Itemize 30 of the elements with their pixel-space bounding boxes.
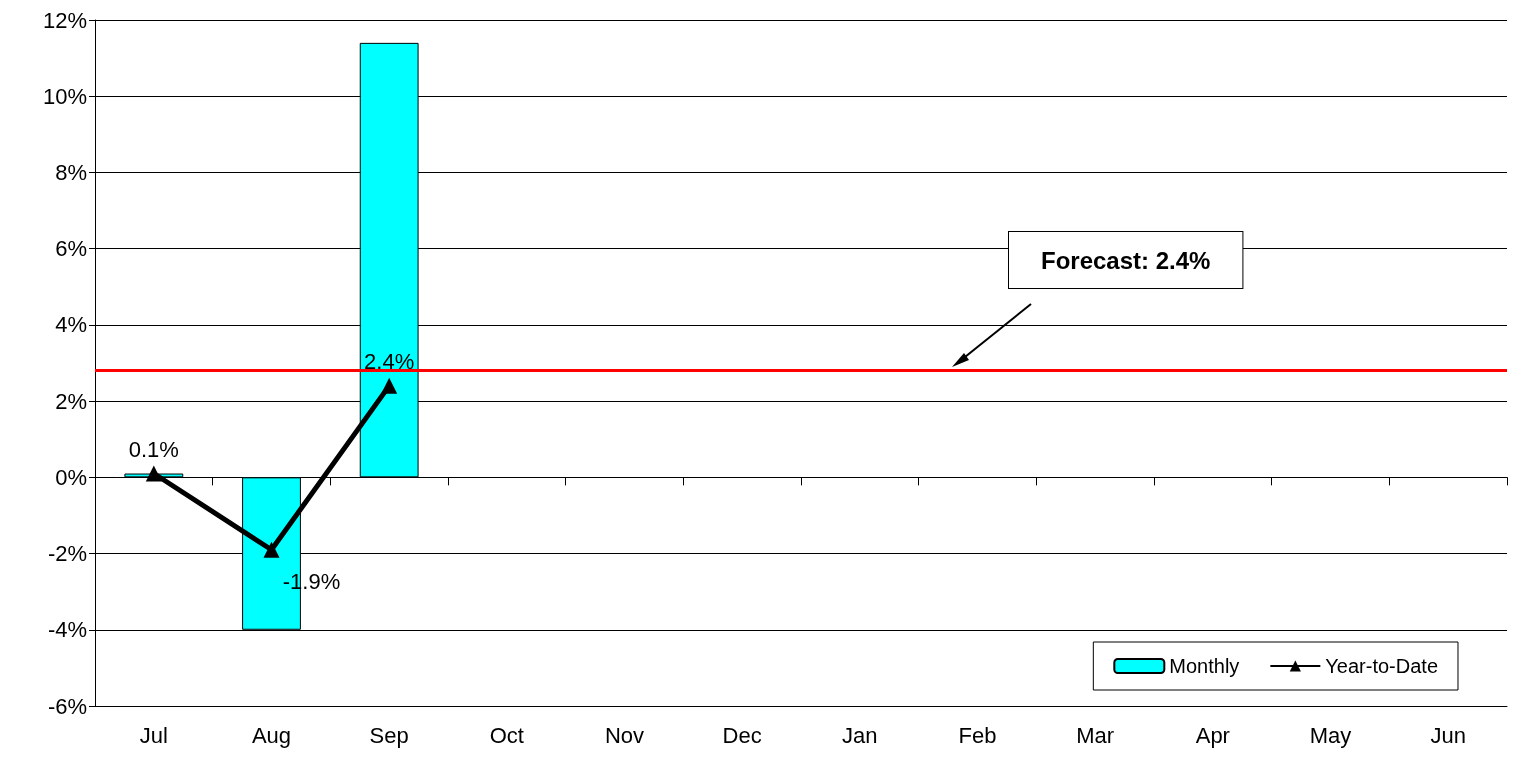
y-tick-label: 6% [55,236,87,262]
x-tick-label: Mar [1076,722,1115,748]
y-tick-label: -2% [47,541,87,567]
y-tick-label: 2% [55,388,87,414]
y-tick-label: -6% [47,693,87,719]
point [381,377,398,394]
y-tick-label: 4% [55,312,87,338]
x-tick-label: May [1309,722,1352,748]
x-tick-label: Aug [251,722,292,748]
x-tick-label: Jul [139,722,168,748]
x-tick-label: Sep [369,722,409,748]
x-tick-label: Apr [1195,722,1230,748]
x-tick-label: Feb [958,722,997,748]
x-tick-label: Jun [1430,722,1466,748]
data-label: 2.4% [364,349,415,375]
point [145,465,162,482]
data-label: 0.1% [128,437,179,463]
x-tick-label: Jan [842,722,878,748]
y-tick-label: 12% [42,7,87,33]
x-tick-label: Dec [722,722,762,748]
y-tick-label: -4% [47,617,87,643]
legend-label: Year-to-Date [1325,655,1438,677]
y-tick-label: 10% [42,83,87,109]
legend-label: Monthly [1169,655,1240,677]
x-tick-label: Oct [489,722,524,748]
y-tick-label: 0% [55,464,87,490]
y-tick-label: 8% [55,159,87,185]
x-tick-label: Nov [604,722,645,748]
point [263,541,280,558]
annotation: Forecast: 2.4% [1041,246,1211,274]
